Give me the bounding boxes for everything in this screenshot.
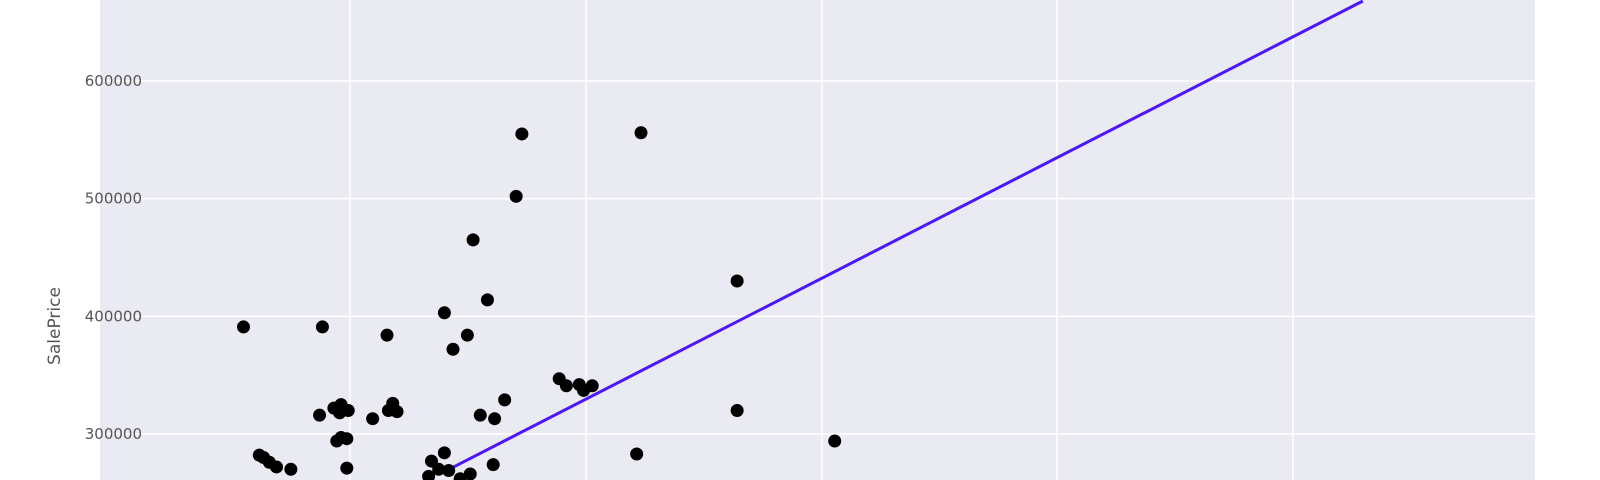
data-point xyxy=(460,328,474,342)
data-point xyxy=(473,408,487,422)
data-point xyxy=(237,320,250,334)
data-point xyxy=(828,434,842,448)
data-point xyxy=(488,412,502,426)
data-point xyxy=(366,412,380,426)
data-point xyxy=(466,233,480,247)
data-point xyxy=(634,126,648,140)
regression-line-layer xyxy=(443,0,1364,473)
data-point xyxy=(284,462,298,476)
data-point xyxy=(315,320,329,334)
data-point xyxy=(390,405,404,419)
data-point xyxy=(509,189,523,203)
data-point xyxy=(630,447,644,461)
data-point xyxy=(453,472,467,480)
data-point xyxy=(730,274,744,288)
data-point xyxy=(330,434,344,448)
data-points xyxy=(237,126,842,480)
data-point xyxy=(730,403,744,417)
data-point xyxy=(437,446,451,460)
data-point xyxy=(422,469,436,480)
y-tick-label: 300000 xyxy=(85,425,142,443)
data-point xyxy=(313,408,327,422)
data-point xyxy=(442,463,456,477)
data-point xyxy=(559,379,573,393)
data-point xyxy=(486,458,500,472)
data-point xyxy=(515,127,529,141)
data-point xyxy=(270,460,284,474)
regression-line xyxy=(443,0,1364,473)
data-point xyxy=(340,461,354,475)
data-point xyxy=(577,383,591,397)
y-tick-label: 500000 xyxy=(85,190,142,208)
y-tick-label: 400000 xyxy=(85,307,142,325)
data-point xyxy=(437,306,451,320)
y-axis-label: SalePrice xyxy=(45,287,65,365)
data-point xyxy=(463,467,477,480)
data-point xyxy=(480,293,494,307)
plot-background xyxy=(100,0,1535,480)
y-axis-ticks: 300000 400000 500000 600000 xyxy=(85,72,142,443)
data-point xyxy=(432,462,446,476)
data-point xyxy=(341,403,355,417)
y-tick-label: 600000 xyxy=(85,72,142,90)
data-point xyxy=(446,342,460,356)
data-point xyxy=(380,328,394,342)
data-point xyxy=(498,393,512,407)
